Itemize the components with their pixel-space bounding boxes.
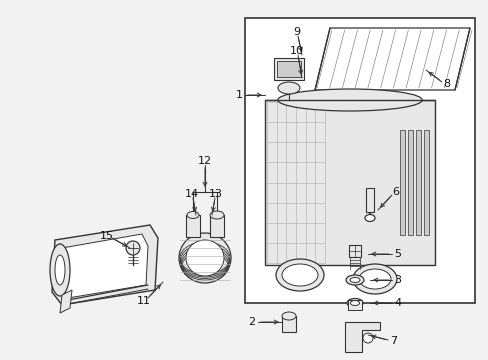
Bar — [264, 100, 434, 265]
Text: 12: 12 — [198, 156, 212, 166]
Bar — [399, 130, 404, 235]
Ellipse shape — [282, 264, 317, 286]
Bar — [415, 130, 420, 235]
Circle shape — [362, 333, 372, 343]
Ellipse shape — [364, 215, 374, 221]
Bar — [347, 300, 361, 310]
Bar — [185, 215, 200, 237]
Ellipse shape — [282, 312, 295, 320]
Text: 7: 7 — [389, 336, 397, 346]
Text: 14: 14 — [184, 189, 199, 199]
Ellipse shape — [277, 89, 421, 111]
Polygon shape — [59, 234, 148, 298]
Ellipse shape — [275, 259, 324, 291]
Polygon shape — [52, 225, 158, 305]
Ellipse shape — [346, 275, 363, 285]
Bar — [273, 58, 304, 80]
Ellipse shape — [185, 240, 224, 276]
Ellipse shape — [352, 264, 396, 294]
Bar — [282, 316, 295, 332]
Ellipse shape — [50, 244, 70, 296]
Ellipse shape — [55, 255, 65, 285]
Polygon shape — [314, 28, 469, 90]
Bar — [209, 215, 224, 237]
Text: 15: 15 — [100, 231, 114, 241]
Ellipse shape — [346, 298, 362, 307]
Text: 11: 11 — [137, 296, 151, 306]
Bar — [244, 18, 474, 303]
Ellipse shape — [350, 301, 359, 306]
Ellipse shape — [186, 211, 199, 219]
Ellipse shape — [349, 278, 359, 283]
Circle shape — [126, 241, 140, 255]
Text: 5: 5 — [394, 249, 401, 259]
Bar — [276, 61, 301, 77]
Text: 10: 10 — [289, 46, 304, 56]
Bar — [423, 130, 428, 235]
Text: 2: 2 — [248, 317, 255, 327]
Ellipse shape — [209, 211, 224, 219]
Polygon shape — [345, 322, 379, 352]
Text: 8: 8 — [442, 80, 449, 89]
Text: 4: 4 — [394, 298, 401, 308]
Text: 6: 6 — [392, 187, 399, 197]
Ellipse shape — [358, 269, 390, 289]
Bar — [407, 130, 412, 235]
Text: 9: 9 — [293, 27, 300, 37]
Text: 1: 1 — [235, 90, 242, 100]
Bar — [365, 188, 373, 212]
Ellipse shape — [179, 233, 230, 283]
Ellipse shape — [278, 82, 299, 94]
Text: 13: 13 — [208, 189, 223, 199]
Bar — [348, 245, 360, 257]
Polygon shape — [60, 290, 72, 313]
Text: 3: 3 — [394, 275, 401, 285]
